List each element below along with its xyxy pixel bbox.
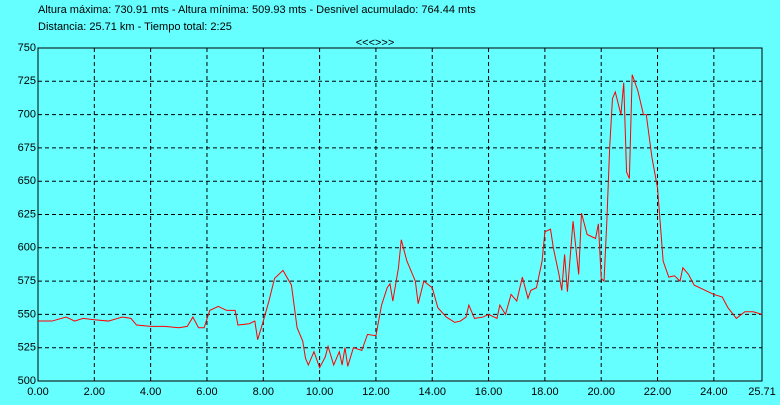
- nav-arrows[interactable]: <<<>>>: [356, 37, 395, 49]
- x-tick-label: 2.00: [84, 386, 105, 398]
- x-tick-label: 14.00: [418, 386, 446, 398]
- x-tick-label: 20.00: [587, 386, 615, 398]
- y-tick-label: 725: [18, 75, 36, 87]
- y-tick-label: 625: [18, 208, 36, 220]
- y-tick-label: 500: [18, 375, 36, 387]
- x-tick-label: 12.00: [362, 386, 390, 398]
- x-tick-label: 4.00: [140, 386, 161, 398]
- elevation-line: [38, 74, 763, 369]
- x-tick-label: 25.71: [748, 386, 776, 398]
- x-tick-label: 22.00: [644, 386, 672, 398]
- x-tick-label: 8.00: [253, 386, 274, 398]
- y-tick-label: 650: [18, 175, 36, 187]
- chart-title: Altura máxima: 730.91 mts - Altura mínim…: [38, 4, 476, 16]
- y-tick-label: 600: [18, 242, 36, 254]
- x-tick-label: 10.00: [306, 386, 334, 398]
- y-tick-label: 675: [18, 142, 36, 154]
- y-tick-label: 750: [18, 42, 36, 54]
- x-tick-label: 16.00: [475, 386, 503, 398]
- y-tick-label: 550: [18, 308, 36, 320]
- y-tick-label: 700: [18, 109, 36, 121]
- x-tick-label: 0.00: [27, 386, 48, 398]
- y-tick-label: 575: [18, 275, 36, 287]
- chart-subtitle: Distancia: 25.71 km - Tiempo total: 2:25: [38, 21, 232, 33]
- x-tick-label: 24.00: [700, 386, 728, 398]
- x-tick-label: 18.00: [531, 386, 559, 398]
- y-tick-label: 525: [18, 342, 36, 354]
- x-tick-label: 6.00: [196, 386, 217, 398]
